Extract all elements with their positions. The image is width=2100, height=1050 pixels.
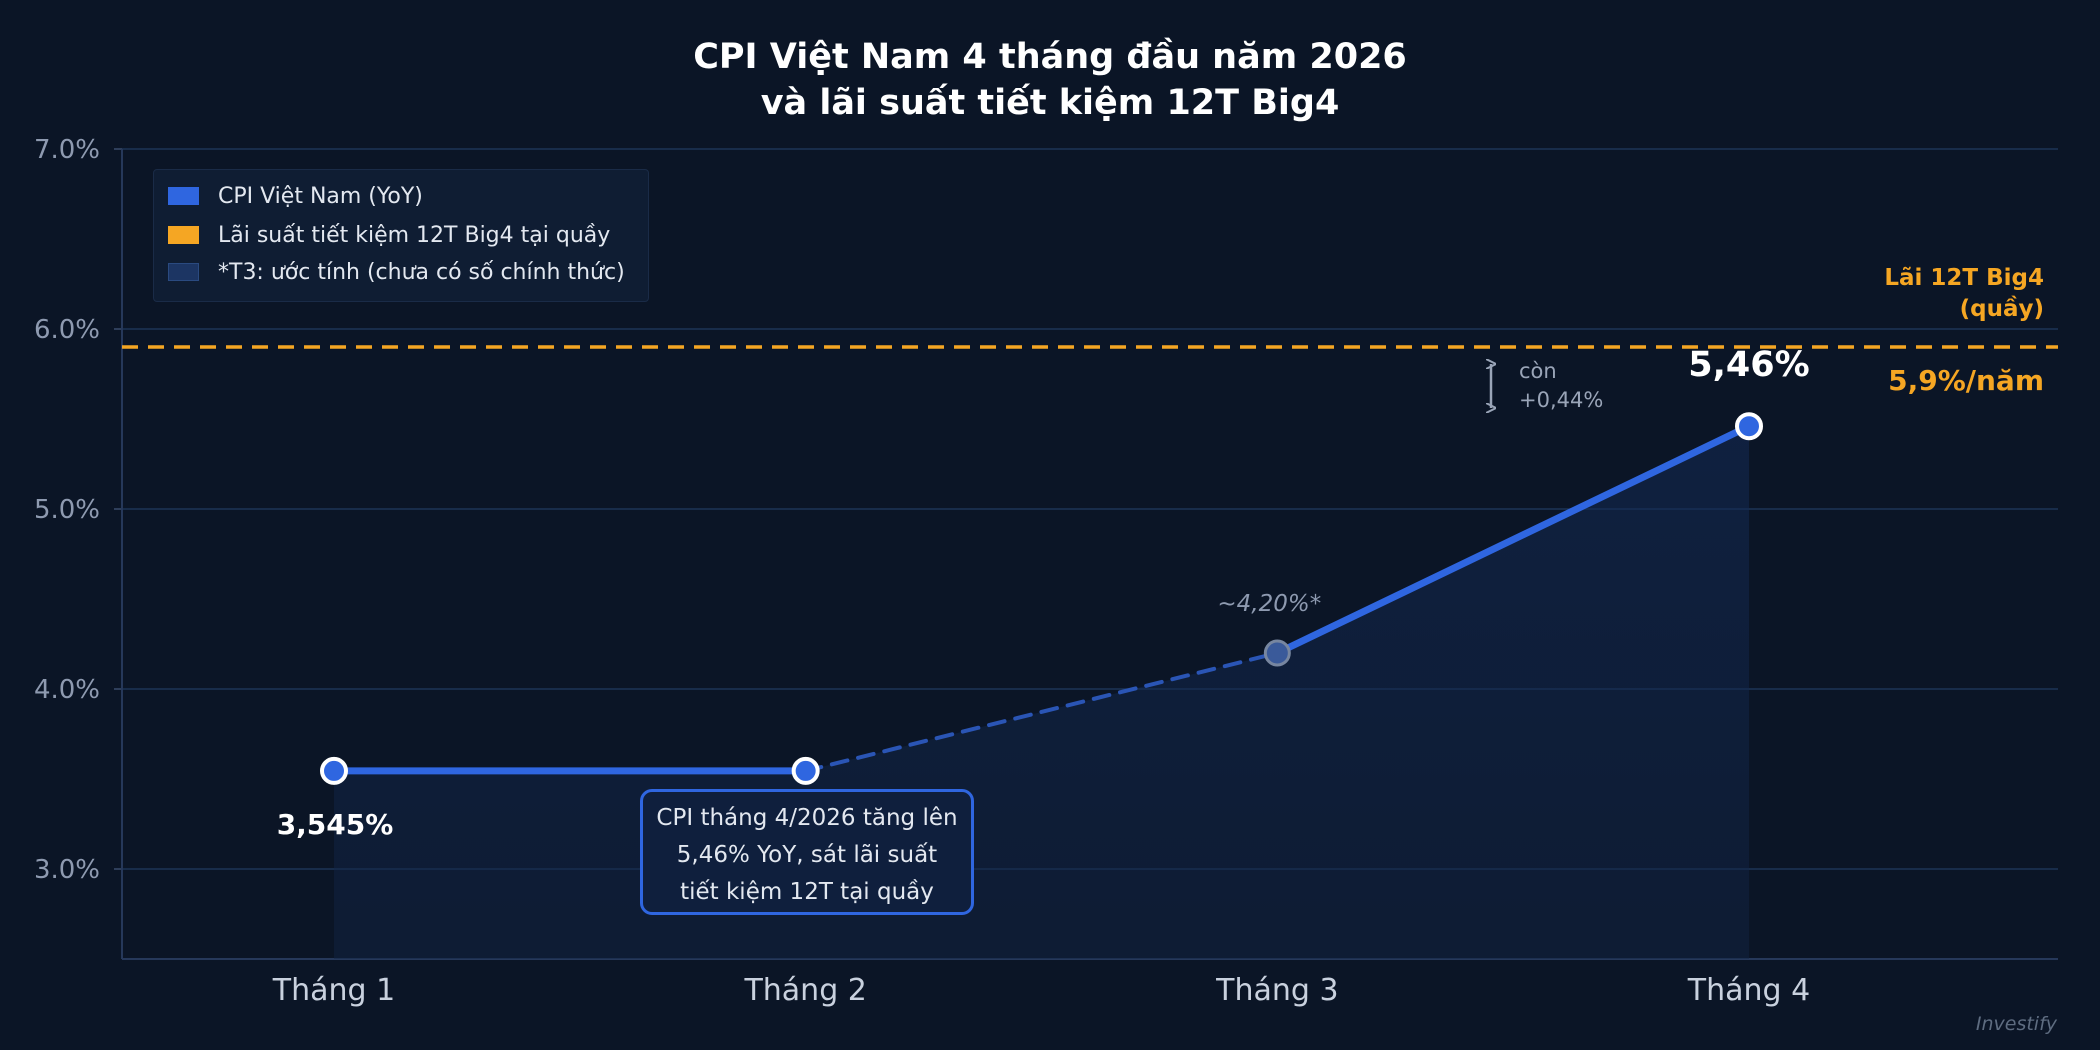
data-label-month-3-estimate: ~4,20%* (1217, 591, 1321, 617)
x-tick-label: Tháng 4 (1687, 973, 1810, 1008)
callout-line-3: tiết kiệm 12T tại quầy (680, 879, 934, 905)
series-segment (803, 651, 1280, 773)
y-tick-label: 4.0% (34, 675, 100, 705)
series-layer (320, 412, 1763, 785)
data-point-estimated (1263, 639, 1291, 667)
legend-swatch-cpi (168, 187, 199, 205)
callout-line-2: 5,46% YoY, sát lãi suất (676, 842, 938, 868)
data-point (1735, 412, 1763, 441)
y-tick-label: 6.0% (34, 315, 100, 345)
reference-layer: Lãi 12T Big4 (quầy) 5,9%/năm (122, 265, 2058, 397)
x-tick-label: Tháng 1 (272, 973, 395, 1008)
callout-line-1: CPI tháng 4/2026 tăng lên (656, 805, 958, 831)
legend-item-cpi: CPI Việt Nam (YoY) (168, 182, 423, 210)
legend-label-estimate: *T3: ước tính (chưa có số chính thức) (218, 259, 625, 285)
reference-label-line-2: (quầy) (1960, 295, 2044, 322)
watermark: Investify (1975, 1013, 2057, 1035)
series-segment (1273, 422, 1753, 657)
chart-title-line-2: và lãi suất tiết kiệm 12T Big4 (760, 83, 1340, 123)
grid-layer: 3.0% 4.0% 5.0% 6.0% 7.0% Tháng 1 Tháng 2 Tháng … (34, 135, 2058, 1008)
legend-item-estimate-note: *T3: ước tính (chưa có số chính thức) (168, 258, 625, 286)
data-point (320, 756, 348, 785)
gap-annotation-line-2: +0,44% (1519, 388, 1603, 412)
callout-box: CPI tháng 4/2026 tăng lên 5,46% YoY, sát… (640, 789, 974, 915)
legend-swatch-savings-rate (168, 226, 199, 244)
legend-label-cpi: CPI Việt Nam (YoY) (218, 183, 423, 209)
chart-title-line-1: CPI Việt Nam 4 tháng đầu năm 2026 (693, 37, 1407, 77)
legend-item-savings-rate: Lãi suất tiết kiệm 12T Big4 tại quầy (168, 221, 610, 249)
chart-title: CPI Việt Nam 4 tháng đầu năm 2026 và lãi… (0, 34, 2100, 126)
legend-swatch-estimate (168, 263, 199, 281)
legend-label-savings-rate: Lãi suất tiết kiệm 12T Big4 tại quầy (218, 222, 611, 248)
x-tick-label: Tháng 3 (1215, 973, 1338, 1008)
area-layer (334, 426, 1749, 959)
x-tick-label: Tháng 2 (743, 973, 866, 1008)
y-tick-label: 5.0% (34, 495, 100, 525)
data-point (791, 756, 820, 785)
data-label-month-1: 3,545% (277, 808, 394, 841)
reference-value-label: 5,9%/năm (1888, 364, 2044, 397)
reference-label-line-1: Lãi 12T Big4 (1884, 265, 2044, 291)
data-label-month-4: 5,46% (1688, 345, 1809, 385)
legend: CPI Việt Nam (YoY) Lãi suất tiết kiệm 12… (153, 169, 649, 302)
y-tick-label: 7.0% (34, 135, 100, 165)
y-tick-label: 3.0% (34, 855, 100, 885)
gap-annotation-line-1: còn (1519, 359, 1557, 383)
series-area-fill (334, 426, 1749, 959)
